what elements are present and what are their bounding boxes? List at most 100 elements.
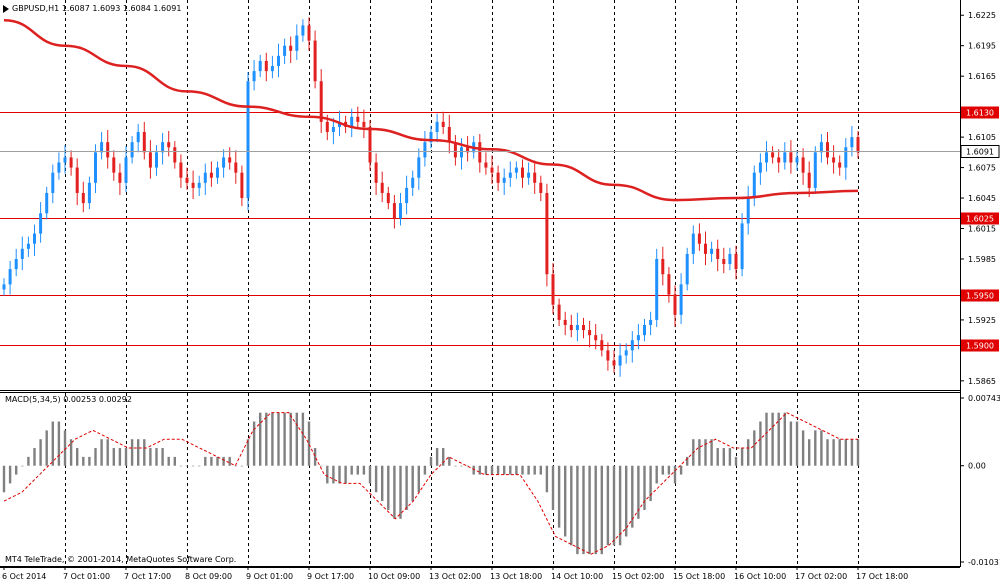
candle-body (240, 172, 244, 199)
macd-bar (771, 412, 774, 466)
macd-bar (271, 412, 274, 466)
candle-body (490, 167, 494, 173)
candle-body (600, 340, 604, 351)
time-tick-label: 6 Oct 2014 (2, 572, 46, 581)
time-tick-label: 7 Oct 17:00 (124, 572, 171, 581)
candle-body (374, 162, 378, 183)
macd-bar (33, 448, 36, 466)
macd-bar (94, 448, 97, 466)
macd-bar (490, 465, 494, 475)
macd-histogram (2, 412, 860, 555)
candle-body (819, 142, 823, 153)
macd-pane[interactable]: 0.00743 0.00 -0.01031 MACD(5,34,5) 0.00253… (0, 391, 1000, 567)
macd-bar (454, 465, 457, 467)
candle-body (685, 253, 689, 285)
macd-bar (283, 412, 286, 466)
candle-body (838, 162, 842, 168)
price-chart-pane[interactable]: 1.6130 1.6025 1.5950 1.5900 1.6225 1.6195 1.6… (0, 0, 1000, 391)
candle-body (57, 162, 61, 173)
macd-bar (191, 465, 195, 467)
macd-bar (801, 430, 805, 466)
macd-bar (8, 465, 12, 484)
candle-body (624, 350, 628, 356)
candle-body (161, 142, 165, 153)
candle-body (612, 360, 616, 366)
candle-body (386, 192, 390, 204)
candle-body (356, 116, 360, 122)
candle-body (832, 157, 836, 163)
macd-bar (564, 465, 567, 537)
candle-body (39, 213, 43, 234)
candle-body (179, 162, 183, 178)
candle-body (87, 182, 91, 204)
macd-bar (82, 456, 85, 466)
macd-time-grid (65, 393, 859, 566)
candle-body (771, 152, 775, 158)
macd-bar (527, 465, 530, 475)
macd-bar (423, 465, 427, 475)
current-price-label: 1.6091 (966, 148, 994, 157)
macd-bar (795, 421, 799, 466)
macd-bar (472, 465, 475, 475)
candle-body (75, 167, 79, 193)
candle-body (801, 157, 805, 173)
macd-bar (710, 439, 713, 466)
macd-bar (63, 430, 67, 466)
macd-bar (417, 465, 420, 493)
candle-body (136, 132, 140, 143)
price-tick-label: 1.5925 (968, 316, 996, 325)
macd-bar (301, 412, 305, 466)
macd-bar (753, 430, 756, 466)
candle-body (594, 335, 598, 341)
price-tick-label: 1.6225 (968, 11, 996, 20)
candle-body (545, 192, 549, 275)
candle-body (484, 162, 488, 168)
time-tick-label: 17 Oct 02:00 (795, 572, 847, 581)
candle-body (417, 157, 421, 178)
price-tick-label: 1.6105 (968, 133, 996, 142)
candle-body (8, 269, 12, 285)
macd-bar (173, 456, 176, 466)
macd-bar (21, 465, 24, 467)
candle-body (216, 167, 219, 178)
macd-bar (856, 439, 860, 466)
candle-body (63, 157, 67, 163)
candle-body (740, 223, 744, 270)
time-axis-pane: 6 Oct 2014 7 Oct 01:00 7 Oct 17:00 8 Oct 09… (0, 567, 1000, 585)
macd-chart[interactable]: 0.00743 0.00 -0.01031 (0, 391, 1000, 567)
macd-bar (234, 465, 237, 467)
level-tag-label: 1.5900 (966, 342, 994, 351)
current-price-tag (960, 145, 1000, 158)
macd-bar (326, 465, 329, 484)
candle-body (423, 142, 427, 158)
macd-bar (344, 465, 347, 484)
candle-body (167, 142, 171, 148)
macd-bar (69, 439, 73, 466)
price-tick-label: 1.5865 (968, 377, 996, 386)
candle-body (697, 233, 701, 244)
level-tag-label: 1.6025 (966, 215, 994, 224)
candle-body (124, 157, 128, 183)
macd-bar (448, 456, 451, 466)
candle-body (588, 330, 592, 336)
candle-body (453, 142, 457, 158)
time-axis: 6 Oct 2014 7 Oct 01:00 7 Oct 17:00 8 Oct 09… (0, 567, 960, 581)
candle-body (521, 167, 524, 178)
macd-bar (240, 465, 244, 467)
macd-bar (381, 465, 384, 502)
candle-body (362, 121, 366, 127)
candle-body (691, 233, 695, 254)
macd-bar (734, 456, 738, 466)
price-tick-label: 1.6015 (968, 225, 996, 234)
macd-bar (496, 465, 500, 475)
candle-body (301, 25, 305, 36)
time-tick-label: 9 Oct 17:00 (307, 572, 354, 581)
macd-bar (612, 465, 616, 546)
candle-body (130, 142, 134, 158)
candle-body (460, 147, 463, 158)
candle-body (234, 162, 238, 173)
candle-body (758, 162, 762, 173)
candle-body (551, 274, 555, 305)
horizontal-levels[interactable]: 1.6130 1.6025 1.5950 1.5900 (0, 106, 999, 352)
